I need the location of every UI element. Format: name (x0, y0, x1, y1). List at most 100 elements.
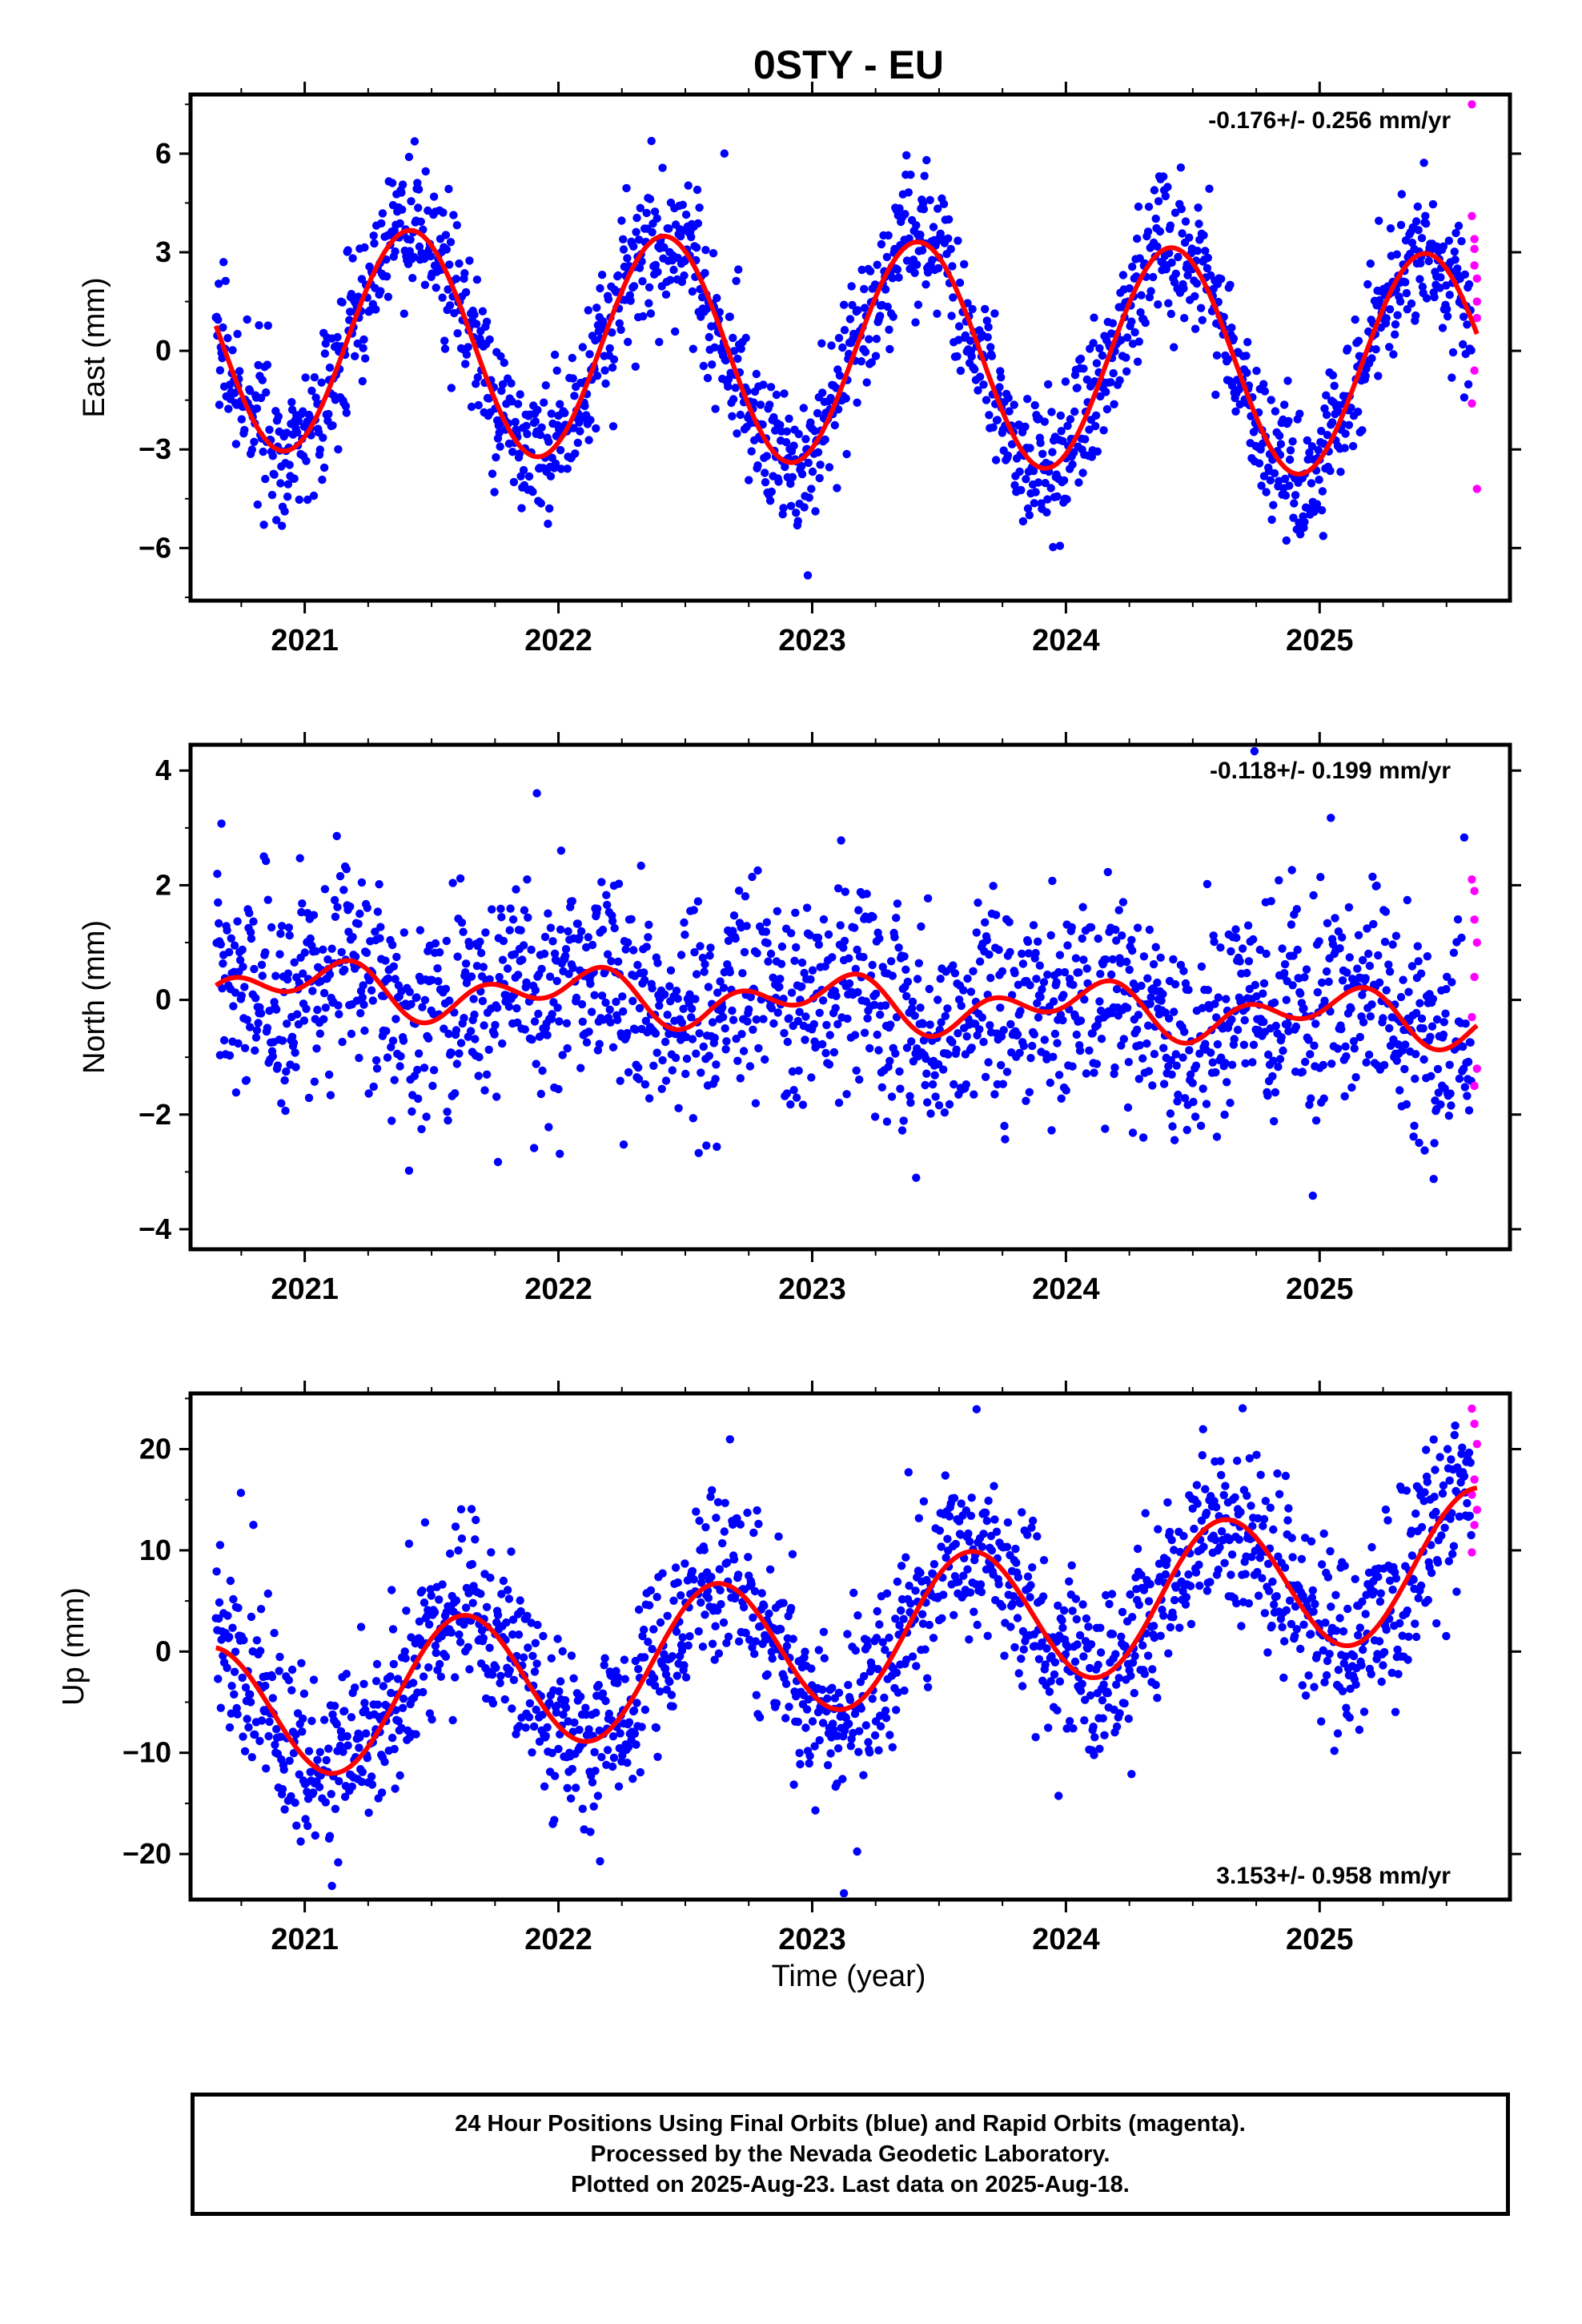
up-final-point (441, 1652, 451, 1661)
east-final-point (1090, 313, 1098, 322)
north-final-point (1221, 1059, 1230, 1068)
north-final-point (1053, 1039, 1062, 1047)
east-final-point (747, 447, 756, 456)
east-final-point (981, 304, 990, 314)
east-final-point (1231, 407, 1240, 416)
north-final-point (1094, 934, 1102, 943)
east-final-point (780, 389, 789, 398)
north-final-point (789, 1086, 798, 1095)
up-final-point (620, 1675, 629, 1683)
up-final-point (1130, 1689, 1139, 1698)
east-y-tick-label: −3 (139, 432, 171, 465)
up-final-point (589, 1802, 598, 1811)
up-final-point (1073, 1640, 1082, 1649)
up-final-point (1115, 1709, 1124, 1718)
up-final-point (448, 1715, 457, 1725)
up-final-point (588, 1778, 597, 1787)
north-final-point (219, 959, 227, 968)
north-final-point (894, 943, 903, 952)
north-final-point (550, 949, 560, 959)
north-final-point (407, 999, 416, 1009)
east-final-point (1010, 480, 1019, 490)
north-final-point (839, 943, 848, 952)
east-final-point (533, 405, 542, 415)
up-final-point (1003, 1518, 1013, 1527)
north-final-point (818, 996, 828, 1005)
up-final-point (402, 1606, 411, 1615)
east-y-tick-label: −6 (139, 531, 171, 564)
north-final-point (1032, 975, 1041, 983)
east-final-point (444, 184, 453, 194)
up-final-point (984, 1496, 993, 1506)
up-final-point (521, 1723, 530, 1732)
up-final-point (528, 1651, 537, 1660)
north-final-point (674, 1104, 683, 1113)
north-final-point (1394, 1040, 1403, 1049)
up-final-point (663, 1611, 672, 1621)
east-final-point (1450, 247, 1460, 256)
up-x-tick-label: 2021 (271, 1923, 339, 1956)
east-final-point (348, 254, 357, 263)
north-final-point (381, 956, 390, 965)
up-final-point (992, 1527, 1002, 1536)
up-final-point (1159, 1611, 1168, 1620)
north-final-point (652, 1048, 661, 1057)
north-final-point (605, 1005, 614, 1015)
up-final-point (1128, 1613, 1137, 1622)
up-final-point (801, 1723, 810, 1732)
up-final-point (634, 1605, 644, 1614)
north-final-point (969, 967, 978, 976)
north-final-point (251, 1033, 261, 1042)
north-final-point (538, 1066, 547, 1076)
north-final-point (1410, 1121, 1419, 1131)
north-final-point (1191, 1061, 1201, 1070)
up-final-point (640, 1705, 650, 1715)
north-final-point (890, 933, 899, 942)
north-final-point (491, 1020, 500, 1030)
north-final-point (842, 1090, 851, 1099)
north-final-point (1244, 957, 1254, 966)
north-final-point (787, 988, 797, 997)
north-final-point (299, 1016, 309, 1025)
north-final-point (283, 1019, 291, 1028)
east-final-point (383, 292, 393, 301)
north-final-point (1358, 991, 1367, 999)
north-final-point (711, 1075, 720, 1084)
up-final-point (275, 1652, 284, 1662)
east-final-point (1141, 318, 1150, 328)
east-final-point (1040, 417, 1050, 426)
north-final-point (962, 1032, 971, 1041)
up-final-point (360, 1699, 369, 1707)
north-final-point (939, 1065, 948, 1074)
east-final-point (508, 448, 517, 456)
north-final-point (364, 1089, 373, 1098)
north-final-point (631, 1025, 640, 1035)
up-final-point (1019, 1645, 1029, 1654)
north-final-point (1400, 1064, 1409, 1074)
north-final-point (705, 951, 714, 960)
up-final-point (929, 1634, 938, 1642)
north-final-point (1199, 1084, 1207, 1093)
up-final-point (719, 1618, 729, 1627)
up-final-point (849, 1588, 858, 1598)
north-final-point (295, 854, 304, 862)
north-final-point (1344, 903, 1354, 912)
north-final-point (1270, 998, 1279, 1007)
east-final-point (1007, 440, 1017, 448)
up-final-point (1034, 1655, 1044, 1663)
up-final-point (774, 1532, 783, 1541)
east-y-tick-label: 0 (155, 334, 171, 367)
east-final-point (523, 429, 532, 439)
north-final-point (704, 983, 713, 991)
east-final-point (1081, 435, 1090, 444)
east-final-point (1314, 445, 1323, 455)
north-final-point (1447, 1101, 1456, 1110)
north-final-point (829, 1047, 839, 1057)
up-final-point (299, 1689, 309, 1699)
north-final-point (1366, 1012, 1375, 1021)
north-final-point (618, 992, 627, 1001)
north-final-point (1143, 974, 1152, 983)
up-final-point (1017, 1655, 1026, 1663)
north-final-point (677, 1019, 687, 1027)
up-final-point (236, 1489, 246, 1498)
